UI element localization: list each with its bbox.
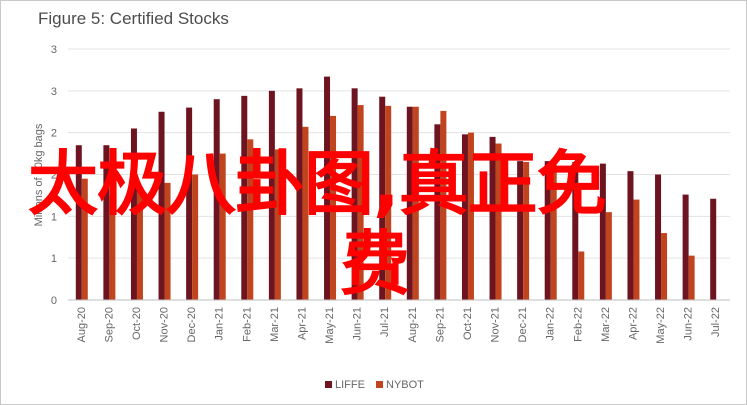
x-tick-label: Aug-20 [76,307,88,342]
x-tick-label: Oct-21 [462,307,474,340]
bar-liffe-dec-21 [517,161,524,300]
bar-liffe-aug-21 [406,106,413,300]
y-axis-label: Millions of 60kg bags [33,123,45,226]
bar-liffe-jul-22 [710,198,717,300]
x-tick-label: Jun-21 [352,307,364,341]
bar-nybot-may-21 [330,115,337,300]
chart-title: Figure 5: Certified Stocks [38,9,229,28]
bar-liffe-jan-22 [544,161,551,300]
bars [75,76,717,300]
x-tick-label: Dec-21 [517,307,529,342]
legend-label-liffe: LIFFE [335,379,365,391]
x-tick-labels: Aug-20 Sep-20 Oct-20 Nov-20 Dec-20 Jan-21 Feb-… [76,307,722,344]
x-tick-label: Apr-22 [627,307,639,340]
x-tick-label: May-22 [655,307,667,344]
bar-nybot-mar-21 [274,149,281,300]
x-tick-label: Jul-21 [379,307,391,337]
bar-liffe-mar-21 [268,90,275,300]
y-tick-label: 0 [51,295,57,307]
legend-swatch-liffe [325,381,332,388]
bar-liffe-sep-20 [103,145,110,300]
bar-nybot-sep-20 [109,195,116,300]
x-tick-label: Mar-21 [269,307,281,342]
y-tick-label: 3 [51,44,57,56]
bar-liffe-jun-21 [351,88,358,300]
bar-nybot-jun-22 [688,255,695,300]
x-tick-label: Nov-20 [159,307,171,342]
bar-liffe-nov-20 [158,111,165,300]
gridlines [68,48,730,259]
bar-nybot-dec-21 [523,161,530,300]
bar-nybot-oct-21 [467,132,474,300]
bar-nybot-feb-21 [247,139,254,300]
bar-nybot-jul-21 [385,105,392,300]
x-tick-label: Sep-21 [434,307,446,342]
x-tick-label: Jul-22 [710,307,722,337]
bar-liffe-aug-20 [75,145,82,300]
bar-nybot-may-22 [661,233,668,300]
bar-liffe-may-22 [655,174,662,300]
bar-liffe-jan-21 [213,99,220,300]
legend: LIFFE NYBOT [325,379,424,391]
bar-nybot-sep-21 [440,110,447,300]
x-tick-label: Dec-20 [186,307,198,342]
bar-nybot-dec-20 [192,174,199,300]
y-tick-label: 1 [51,211,57,223]
bar-liffe-nov-21 [489,136,496,300]
x-tick-label: Aug-21 [407,307,419,342]
bar-nybot-feb-22 [578,251,585,300]
bar-nybot-jun-21 [357,105,364,300]
bar-nybot-oct-20 [136,191,143,300]
x-tick-label: Jun-22 [683,307,695,341]
bar-nybot-mar-22 [605,212,612,300]
bar-nybot-nov-21 [495,143,502,300]
x-tick-label: Apr-21 [296,307,308,340]
bar-liffe-oct-20 [130,128,137,300]
bar-nybot-nov-20 [164,182,171,300]
bar-nybot-aug-20 [81,178,88,300]
bar-nybot-jan-21 [219,153,226,300]
y-tick-label: 1 [51,253,57,265]
bar-liffe-jul-21 [379,96,386,300]
x-tick-label: Mar-22 [600,307,612,342]
bar-nybot-jan-22 [550,163,557,300]
bar-nybot-apr-22 [633,199,640,300]
bar-liffe-apr-22 [627,171,634,300]
x-tick-label: Jan-21 [214,307,226,341]
x-tick-label: Feb-22 [572,307,584,342]
legend-swatch-nybot [376,381,383,388]
bar-liffe-may-21 [324,76,331,300]
bar-liffe-oct-21 [461,134,468,300]
bar-liffe-dec-20 [186,107,193,300]
x-tick-label: Jan-22 [545,307,557,341]
bar-liffe-feb-21 [241,95,248,300]
bar-liffe-jun-22 [682,194,689,300]
bar-liffe-apr-21 [296,88,303,300]
bar-nybot-aug-21 [412,106,419,300]
x-tick-label: Oct-20 [131,307,143,340]
bar-liffe-sep-21 [434,124,441,300]
x-tick-label: May-21 [324,307,336,344]
y-tick-labels: 0 1 1 2 2 3 3 [51,44,57,307]
bar-liffe-feb-22 [572,161,579,300]
x-tick-label: Sep-20 [103,307,115,342]
bar-liffe-mar-22 [599,163,606,300]
y-tick-label: 2 [51,128,57,140]
bar-nybot-apr-21 [302,126,309,300]
y-tick-label: 3 [51,86,57,98]
x-tick-label: Feb-21 [241,307,253,342]
y-tick-label: 2 [51,170,57,182]
x-tick-label: Nov-21 [490,307,502,342]
legend-label-nybot: NYBOT [386,379,424,391]
